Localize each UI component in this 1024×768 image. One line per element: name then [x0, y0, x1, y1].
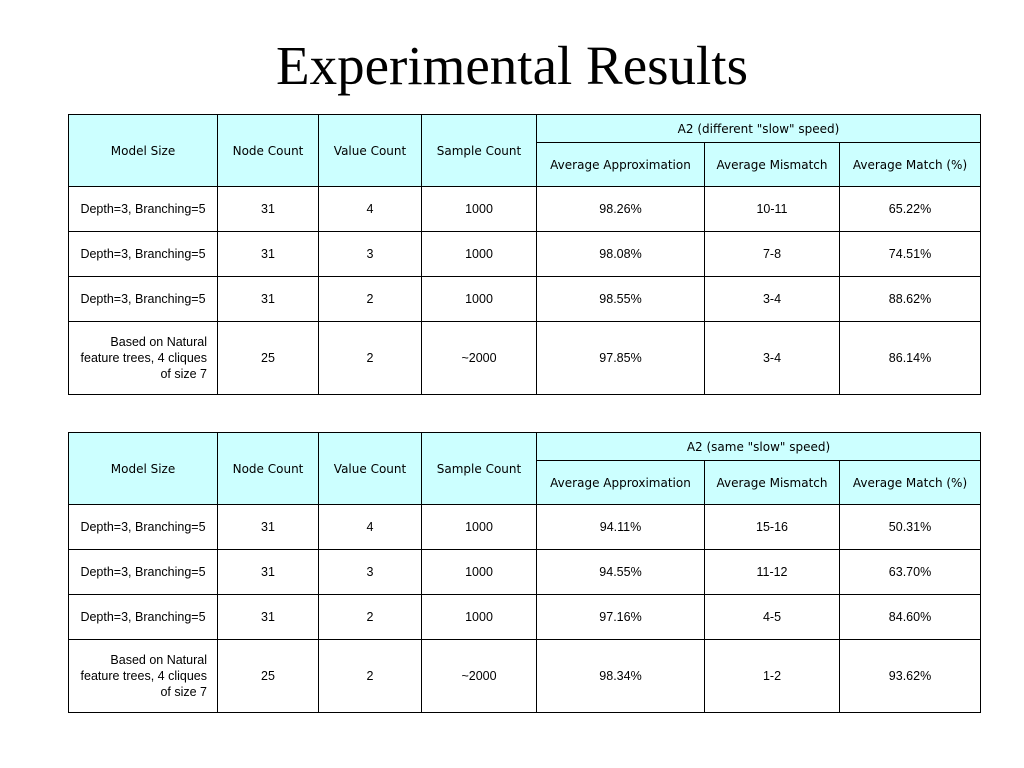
header-model-size: Model Size [68, 114, 218, 187]
header-group: A2 (different "slow" speed) [536, 114, 981, 143]
cell-average-match: 84.60% [839, 594, 981, 640]
cell-average-mismatch: 7-8 [704, 231, 840, 277]
header-average-mismatch: Average Mismatch [704, 460, 840, 505]
cell-average-match: 88.62% [839, 276, 981, 322]
table-row: Depth=3, Branching=5 31 2 1000 98.55% 3-… [68, 276, 981, 322]
cell-node-count: 31 [217, 231, 319, 277]
cell-value-count: 2 [318, 639, 422, 713]
cell-average-match: 86.14% [839, 321, 981, 395]
cell-node-count: 31 [217, 549, 319, 595]
cell-sample-count: 1000 [421, 594, 537, 640]
cell-average-mismatch: 15-16 [704, 504, 840, 550]
cell-average-approximation: 97.16% [536, 594, 705, 640]
cell-average-match: 65.22% [839, 186, 981, 232]
cell-value-count: 2 [318, 321, 422, 395]
cell-sample-count: 1000 [421, 549, 537, 595]
header-node-count: Node Count [217, 432, 319, 505]
cell-model-size: Depth=3, Branching=5 [68, 504, 218, 550]
cell-model-size: Depth=3, Branching=5 [68, 231, 218, 277]
header-average-approximation: Average Approximation [536, 460, 705, 505]
table-row: Depth=3, Branching=5 31 2 1000 97.16% 4-… [68, 594, 981, 640]
cell-node-count: 31 [217, 504, 319, 550]
cell-value-count: 4 [318, 186, 422, 232]
results-table-different-speed: Model Size Node Count Value Count Sample… [68, 114, 981, 395]
header-sample-count: Sample Count [421, 114, 537, 187]
header-group: A2 (same "slow" speed) [536, 432, 981, 461]
header-average-match: Average Match (%) [839, 142, 981, 187]
header-average-match: Average Match (%) [839, 460, 981, 505]
table-row: Depth=3, Branching=5 31 4 1000 94.11% 15… [68, 504, 981, 550]
results-table-same-speed: Model Size Node Count Value Count Sample… [68, 432, 981, 713]
table-row: Depth=3, Branching=5 31 3 1000 98.08% 7-… [68, 231, 981, 277]
header-node-count: Node Count [217, 114, 319, 187]
cell-node-count: 31 [217, 276, 319, 322]
cell-model-size: Depth=3, Branching=5 [68, 186, 218, 232]
cell-node-count: 25 [217, 639, 319, 713]
cell-average-match: 74.51% [839, 231, 981, 277]
cell-model-size: Based on Natural feature trees, 4 clique… [68, 321, 218, 395]
cell-model-size: Depth=3, Branching=5 [68, 594, 218, 640]
cell-node-count: 31 [217, 594, 319, 640]
cell-average-approximation: 98.34% [536, 639, 705, 713]
header-model-size: Model Size [68, 432, 218, 505]
cell-average-mismatch: 1-2 [704, 639, 840, 713]
cell-sample-count: 1000 [421, 186, 537, 232]
cell-model-size: Depth=3, Branching=5 [68, 549, 218, 595]
cell-average-approximation: 98.08% [536, 231, 705, 277]
header-average-mismatch: Average Mismatch [704, 142, 840, 187]
cell-value-count: 4 [318, 504, 422, 550]
table-row: Based on Natural feature trees, 4 clique… [68, 321, 981, 395]
cell-node-count: 25 [217, 321, 319, 395]
cell-sample-count: 1000 [421, 276, 537, 322]
cell-average-match: 50.31% [839, 504, 981, 550]
cell-average-match: 93.62% [839, 639, 981, 713]
table-row: Depth=3, Branching=5 31 4 1000 98.26% 10… [68, 186, 981, 232]
cell-model-size: Based on Natural feature trees, 4 clique… [68, 639, 218, 713]
cell-value-count: 2 [318, 276, 422, 322]
header-sample-count: Sample Count [421, 432, 537, 505]
table-row: Depth=3, Branching=5 31 3 1000 94.55% 11… [68, 549, 981, 595]
table-row: Based on Natural feature trees, 4 clique… [68, 639, 981, 713]
cell-sample-count: 1000 [421, 231, 537, 277]
cell-average-approximation: 94.11% [536, 504, 705, 550]
header-average-approximation: Average Approximation [536, 142, 705, 187]
cell-value-count: 3 [318, 231, 422, 277]
cell-average-approximation: 98.26% [536, 186, 705, 232]
cell-model-size: Depth=3, Branching=5 [68, 276, 218, 322]
header-value-count: Value Count [318, 432, 422, 505]
slide-title: Experimental Results [276, 35, 748, 96]
cell-sample-count: ~2000 [421, 639, 537, 713]
cell-average-mismatch: 3-4 [704, 276, 840, 322]
cell-average-mismatch: 3-4 [704, 321, 840, 395]
cell-average-mismatch: 10-11 [704, 186, 840, 232]
cell-average-match: 63.70% [839, 549, 981, 595]
cell-average-approximation: 94.55% [536, 549, 705, 595]
cell-average-approximation: 98.55% [536, 276, 705, 322]
cell-average-approximation: 97.85% [536, 321, 705, 395]
cell-sample-count: ~2000 [421, 321, 537, 395]
cell-sample-count: 1000 [421, 504, 537, 550]
header-value-count: Value Count [318, 114, 422, 187]
cell-average-mismatch: 4-5 [704, 594, 840, 640]
cell-node-count: 31 [217, 186, 319, 232]
cell-value-count: 3 [318, 549, 422, 595]
cell-value-count: 2 [318, 594, 422, 640]
cell-average-mismatch: 11-12 [704, 549, 840, 595]
